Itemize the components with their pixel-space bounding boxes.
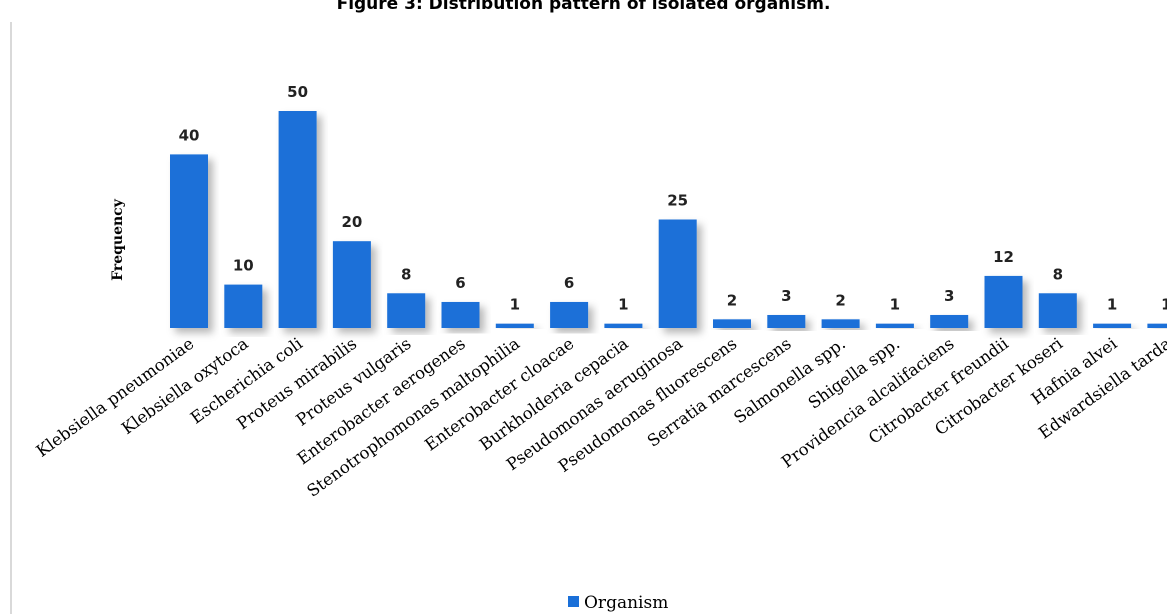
data-label-6: 1 bbox=[510, 296, 520, 314]
data-label-2: 50 bbox=[287, 83, 308, 101]
data-label-3: 20 bbox=[341, 213, 362, 231]
bar-3 bbox=[332, 241, 371, 328]
bar-15 bbox=[984, 275, 1023, 328]
data-label-15: 12 bbox=[993, 248, 1014, 266]
chart-frame-border bbox=[10, 22, 12, 614]
bar-11 bbox=[767, 314, 806, 328]
bar-0 bbox=[170, 154, 208, 328]
data-label-17: 1 bbox=[1107, 296, 1117, 314]
bar-8 bbox=[604, 323, 643, 328]
bar-14 bbox=[930, 314, 969, 328]
bar-16 bbox=[1038, 293, 1077, 328]
bar-4 bbox=[387, 293, 426, 328]
bar-6 bbox=[495, 323, 534, 328]
data-label-9: 25 bbox=[667, 192, 688, 210]
data-label-8: 1 bbox=[618, 296, 628, 314]
legend-swatch bbox=[568, 596, 579, 607]
data-label-7: 6 bbox=[564, 274, 574, 292]
data-label-10: 2 bbox=[727, 291, 737, 309]
bar-5 bbox=[441, 301, 480, 328]
data-label-11: 3 bbox=[781, 287, 791, 305]
data-label-5: 6 bbox=[455, 274, 465, 292]
chart-title: Figure 3: Distribution pattern of isolat… bbox=[336, 0, 831, 14]
bar-1 bbox=[224, 284, 263, 328]
bar-10 bbox=[713, 319, 751, 328]
bar-13 bbox=[875, 323, 914, 328]
data-label-18: 1 bbox=[1161, 296, 1167, 314]
data-label-13: 1 bbox=[890, 296, 900, 314]
data-label-0: 40 bbox=[179, 126, 200, 144]
bar-18 bbox=[1147, 323, 1167, 328]
data-label-12: 2 bbox=[835, 291, 845, 309]
bar-9 bbox=[658, 219, 697, 328]
bar-2 bbox=[278, 111, 317, 328]
y-axis-label: Frequency bbox=[110, 198, 126, 281]
data-label-4: 8 bbox=[401, 265, 411, 283]
data-label-14: 3 bbox=[944, 287, 954, 305]
data-label-16: 8 bbox=[1053, 265, 1063, 283]
data-label-1: 10 bbox=[233, 257, 254, 275]
bar-17 bbox=[1093, 323, 1132, 328]
bar-7 bbox=[550, 301, 589, 328]
legend-label: Organism bbox=[584, 593, 668, 613]
bar-12 bbox=[821, 319, 860, 328]
